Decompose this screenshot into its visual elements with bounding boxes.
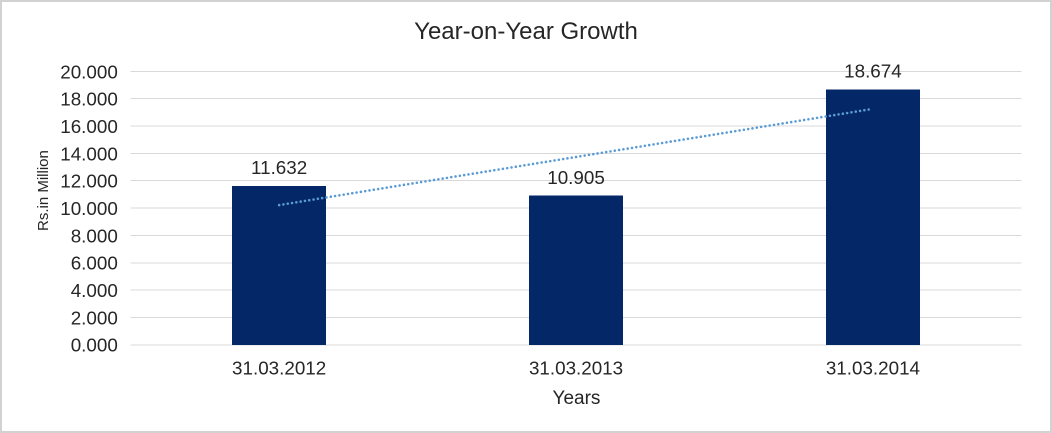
bar [528, 195, 624, 345]
trendline [277, 107, 875, 207]
bar [232, 185, 327, 345]
bar-data-label: 10.905 [547, 167, 605, 188]
chart-title: Year-on-Year Growth [414, 18, 638, 45]
y-tick-label: 18.000 [60, 89, 118, 110]
x-tick-label: 31.03.2012 [232, 358, 326, 379]
x-tick-label: 31.03.2014 [826, 358, 920, 379]
y-tick-label: 14.000 [60, 143, 118, 164]
bar [825, 89, 920, 345]
x-tick-label: 31.03.2013 [529, 358, 623, 379]
y-tick-label: 10.000 [60, 198, 118, 219]
y-tick-label: 16.000 [60, 116, 118, 137]
y-tick-label: 6.000 [71, 253, 118, 274]
y-tick-label: 12.000 [60, 171, 118, 192]
y-tick-label: 8.000 [71, 225, 118, 246]
x-axis-title: Years [552, 388, 601, 409]
bar-data-label: 18.674 [844, 61, 902, 82]
y-tick-label: 2.000 [71, 307, 118, 328]
y-tick-label: 0.000 [71, 335, 118, 356]
y-tick-label: 20.000 [60, 61, 118, 82]
bar-data-label: 11.632 [251, 157, 307, 178]
y-tick-label: 4.000 [71, 280, 118, 301]
